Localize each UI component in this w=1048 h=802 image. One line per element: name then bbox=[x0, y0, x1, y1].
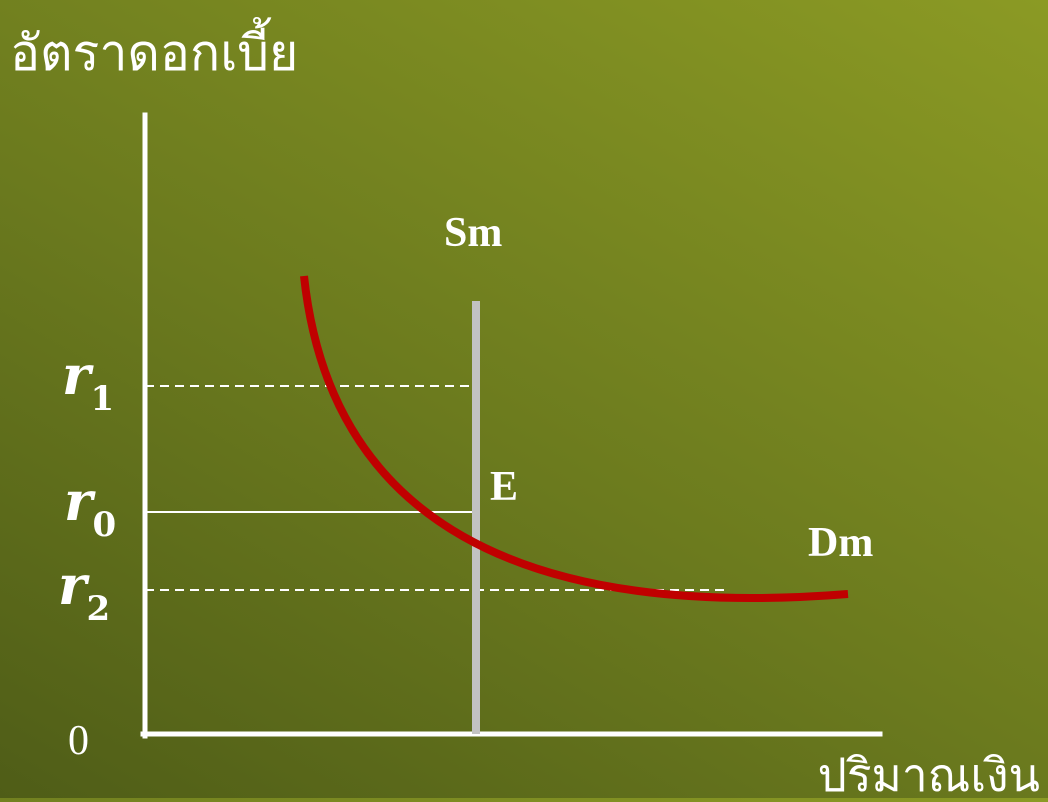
rate-symbol: r bbox=[64, 469, 93, 533]
rate-symbol: r bbox=[62, 343, 91, 407]
rate-symbol: r bbox=[58, 553, 87, 617]
money-demand-label: Dm bbox=[808, 520, 874, 566]
rate-r0-label: r0 bbox=[64, 474, 116, 542]
rate-subscript: 1 bbox=[90, 379, 115, 419]
rate-r2-label: r2 bbox=[58, 558, 110, 626]
equilibrium-label: E bbox=[490, 464, 519, 510]
rate-r1-label: r1 bbox=[62, 348, 114, 416]
origin-label: 0 bbox=[68, 718, 89, 764]
x-axis-title: ปริมาณเงิน bbox=[817, 748, 1040, 802]
rate-subscript: 0 bbox=[92, 505, 117, 545]
y-axis-title: อัตราดอกเบี้ย bbox=[10, 24, 299, 82]
money-demand-curve bbox=[300, 275, 849, 603]
rate-subscript: 2 bbox=[86, 589, 111, 629]
money-supply-label: Sm bbox=[444, 210, 503, 256]
